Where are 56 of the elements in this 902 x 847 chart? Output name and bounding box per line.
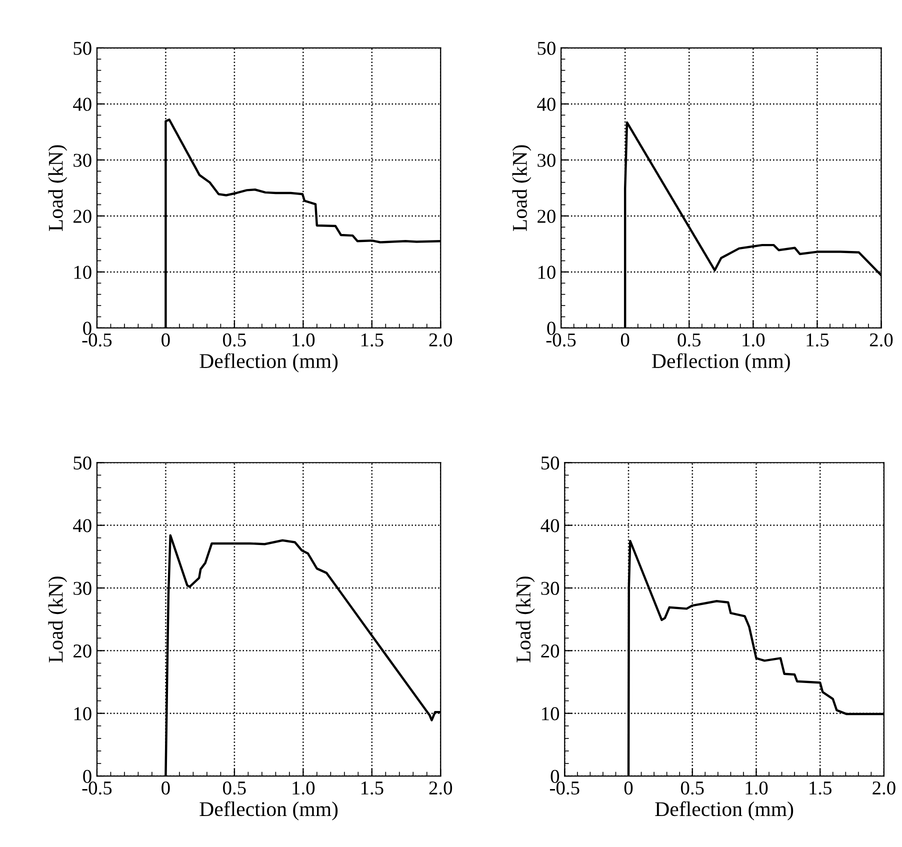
- x-tick-label: 1.0: [292, 781, 315, 795]
- x-axis-title: Deflection (mm): [200, 801, 338, 820]
- y-tick-label: 30: [541, 582, 560, 595]
- x-tick-label: 1.5: [806, 333, 829, 347]
- y-tick-label: 20: [74, 644, 92, 658]
- y-tick-label: 40: [537, 98, 556, 111]
- x-tick-label: 0: [624, 781, 633, 795]
- y-tick-label: 40: [73, 98, 92, 111]
- y-tick-label: 10: [542, 707, 560, 720]
- y-tick-label: 20: [538, 210, 556, 223]
- x-tick-label: 0.5: [223, 781, 246, 795]
- y-tick-label: 20: [74, 210, 92, 223]
- x-tick-label: -0.5: [546, 333, 576, 347]
- y-axis-title: Load (kN): [48, 576, 68, 662]
- x-tick-label: 2.0: [872, 781, 896, 795]
- x-tick-label: -0.5: [550, 781, 580, 795]
- y-tick-label: 10: [538, 266, 556, 279]
- y-tick-label: 0: [550, 770, 560, 783]
- x-tick-label: 0.5: [678, 333, 701, 347]
- x-tick-label: 2.0: [870, 333, 893, 347]
- x-axis-title: Deflection (mm): [200, 353, 338, 372]
- y-tick-label: 30: [74, 154, 92, 167]
- x-tick-label: 1.5: [361, 333, 384, 347]
- x-tick-label: 0: [162, 781, 170, 795]
- x-tick-label: 0.5: [223, 333, 246, 347]
- y-tick-label: 30: [538, 154, 556, 167]
- y-tick-label: 50: [538, 42, 556, 55]
- x-tick-label: 1.0: [292, 333, 315, 347]
- x-tick-label: -0.5: [82, 333, 112, 347]
- x-axis-title: Deflection (mm): [655, 801, 794, 820]
- y-tick-label: 30: [74, 582, 92, 595]
- x-tick-label: 1.5: [810, 782, 832, 795]
- y-tick-label: 10: [74, 266, 92, 279]
- x-tick-label: 2.0: [429, 333, 452, 347]
- y-tick-label: 0: [83, 770, 92, 783]
- x-tick-label: 1.0: [746, 781, 768, 795]
- x-tick-label: 1.0: [742, 333, 765, 347]
- x-tick-label: 0.5: [680, 781, 704, 795]
- y-tick-label: 50: [74, 42, 92, 55]
- y-axis-title: Load (kN): [516, 576, 535, 662]
- y-tick-label: 20: [541, 644, 560, 658]
- y-axis-title: Load (kN): [48, 145, 68, 232]
- y-axis-title: Load (kN): [512, 145, 532, 232]
- x-axis-title: Deflection (mm): [652, 353, 790, 372]
- y-tick-label: 0: [83, 322, 92, 335]
- y-tick-label: 10: [74, 707, 92, 720]
- y-tick-label: 40: [73, 519, 92, 532]
- x-tick-label: 0: [620, 333, 630, 347]
- y-tick-label: 40: [540, 519, 560, 532]
- x-tick-label: 1.5: [361, 782, 384, 795]
- x-tick-label: 2.0: [429, 781, 452, 795]
- x-tick-label: 0: [162, 333, 170, 347]
- y-tick-label: 50: [74, 456, 92, 470]
- x-tick-label: -0.5: [82, 781, 112, 795]
- y-tick-label: 50: [541, 456, 560, 470]
- y-tick-label: 0: [547, 322, 556, 335]
